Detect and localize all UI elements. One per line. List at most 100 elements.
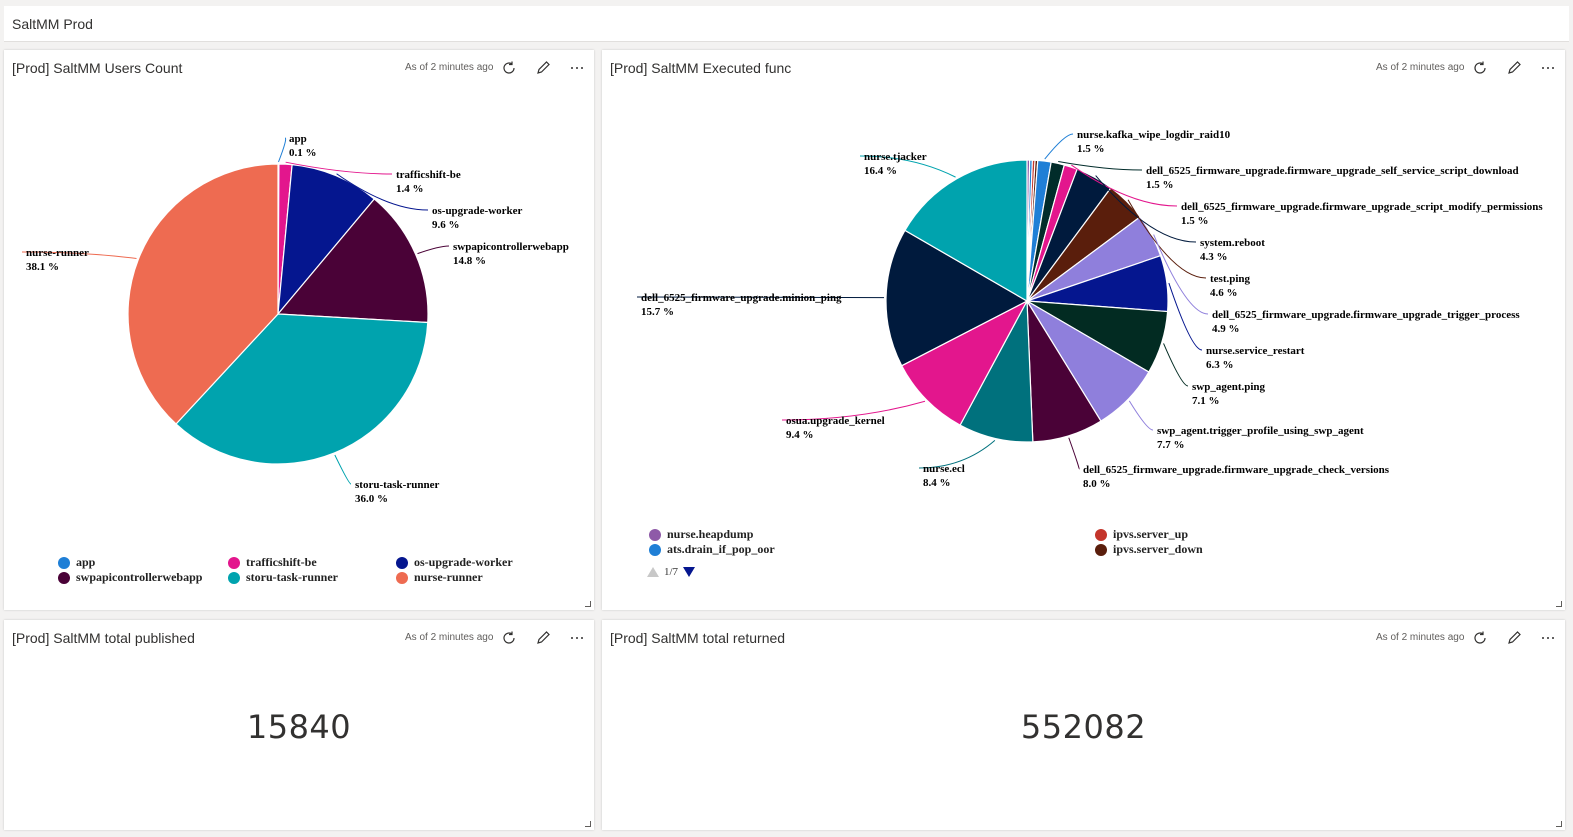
slice-percent-os-upgrade-worker: 9.6 % — [432, 219, 460, 231]
tile-users-count: [Prod] SaltMM Users Count As of 2 minute… — [4, 50, 594, 610]
pie-slice-os-upgrade-worker[interactable] — [277, 164, 376, 316]
slice-percent-app: 0.1 % — [289, 147, 317, 159]
leader-line-osua-upgrade-kernel — [781, 400, 926, 421]
tile-timestamp: As of 2 minutes ago — [405, 632, 494, 643]
slice-label-nurse-ecl: nurse.ecl — [923, 463, 965, 475]
legend-item-trafficshift-be[interactable]: trafficshift-be — [228, 555, 317, 570]
legend-swatch — [1095, 528, 1107, 541]
slice-percent-nurse-runner: 38.1 % — [26, 261, 59, 273]
slice-percent-storu-task-runner: 36.0 % — [355, 493, 388, 505]
leader-line-nurse-tjacker — [859, 155, 956, 178]
leader-line-dell-6525-firmware-upgrade-firmware-upgrade-trigger-process — [1153, 234, 1209, 315]
slice-percent-dell-6525-firmware-upgrade-firmware-upgrade-self-service-script-download: 1.5 % — [1146, 179, 1174, 191]
slice-percent-swp-agent-ping: 7.1 % — [1192, 395, 1220, 407]
more-icon[interactable] — [568, 629, 586, 647]
legend-item-nurse-heapdump[interactable]: nurse.heapdump — [649, 527, 753, 542]
leader-line-os-upgrade-worker — [336, 173, 429, 211]
legend-swatch — [649, 528, 661, 541]
leader-line-swpapicontrollerwebapp — [417, 245, 450, 255]
slice-label-trafficshift-be: trafficshift-be — [396, 169, 461, 181]
legend-label: trafficshift-be — [246, 555, 317, 569]
legend-item-swpapicontrollerwebapp[interactable]: swpapicontrollerwebapp — [58, 570, 202, 585]
edit-icon[interactable] — [534, 629, 552, 647]
slice-percent-swp-agent-trigger-profile-using-swp-agent: 7.7 % — [1157, 439, 1185, 451]
leader-line-swp-agent-ping — [1163, 343, 1189, 387]
edit-icon[interactable] — [1505, 59, 1523, 77]
legend-item-ats-drain-if-pop-oor[interactable]: ats.drain_if_pop_oor — [649, 542, 775, 557]
legend-label: ats.drain_if_pop_oor — [667, 542, 775, 556]
more-icon[interactable] — [568, 59, 586, 77]
slice-label-nurse-runner: nurse-runner — [26, 247, 89, 259]
leader-line-storu-task-runner — [334, 454, 352, 485]
resize-handle[interactable] — [585, 821, 591, 827]
leader-line-swp-agent-trigger-profile-using-swp-agent — [1128, 400, 1154, 431]
legend-item-ipvs-server-down[interactable]: ipvs.server_down — [1095, 542, 1203, 557]
legend-item-app[interactable]: app — [58, 555, 95, 570]
leader-line-nurse-service-restart — [1168, 282, 1203, 351]
slice-label-swpapicontrollerwebapp: swpapicontrollerwebapp — [453, 241, 569, 253]
tile-title: [Prod] SaltMM total published — [12, 630, 195, 646]
resize-handle[interactable] — [1556, 821, 1562, 827]
leader-line-test-ping — [1127, 199, 1207, 279]
pie-slice-nurse-runner[interactable] — [127, 163, 279, 425]
slice-percent-dell-6525-firmware-upgrade-firmware-upgrade-trigger-process: 4.9 % — [1212, 323, 1240, 335]
metric-value: 552082 — [1020, 708, 1147, 746]
tile-timestamp: As of 2 minutes ago — [1376, 62, 1465, 73]
pie-slice-osua-upgrade-kernel[interactable] — [900, 299, 1029, 426]
legend-label: nurse.heapdump — [667, 527, 754, 541]
slice-percent-nurse-tjacker: 16.4 % — [864, 165, 897, 177]
slice-label-system-reboot: system.reboot — [1200, 237, 1265, 249]
refresh-icon[interactable] — [500, 629, 518, 647]
leader-line-app — [278, 137, 287, 163]
legend-swatch — [1095, 543, 1107, 556]
slice-label-dell-6525-firmware-upgrade-firmware-upgrade-trigger-process: dell_6525_firmware_upgrade.firmware_upgr… — [1212, 309, 1520, 321]
tile-title: [Prod] SaltMM Executed func — [610, 60, 792, 76]
edit-icon[interactable] — [1505, 629, 1523, 647]
page-up-icon[interactable] — [646, 566, 660, 578]
tile-title: [Prod] SaltMM total returned — [610, 630, 786, 646]
slice-percent-nurse-service-restart: 6.3 % — [1206, 359, 1234, 371]
page-down-icon[interactable] — [682, 566, 696, 578]
slice-label-os-upgrade-worker: os-upgrade-worker — [432, 205, 523, 217]
slice-percent-nurse-ecl: 8.4 % — [923, 477, 951, 489]
legend-item-os-upgrade-worker[interactable]: os-upgrade-worker — [396, 555, 513, 570]
legend-swatch — [396, 556, 408, 569]
resize-handle[interactable] — [585, 601, 591, 607]
slice-percent-test-ping: 4.6 % — [1210, 287, 1238, 299]
slice-percent-trafficshift-be: 1.4 % — [396, 183, 424, 195]
pie-slice-storu-task-runner[interactable] — [175, 313, 429, 465]
legend-swatch — [228, 556, 240, 569]
slice-label-storu-task-runner: storu-task-runner — [355, 479, 439, 491]
pie-slice-swpapicontrollerwebapp[interactable] — [276, 198, 429, 324]
resize-handle[interactable] — [1556, 601, 1562, 607]
slice-label-swp-agent-ping: swp_agent.ping — [1192, 381, 1266, 393]
more-icon[interactable] — [1539, 59, 1557, 77]
edit-icon[interactable] — [534, 59, 552, 77]
pie-slice-nurse-tjacker[interactable] — [904, 159, 1028, 303]
legend-label: ipvs.server_down — [1113, 542, 1203, 556]
slice-label-dell-6525-firmware-upgrade-minion-ping: dell_6525_firmware_upgrade.minion_ping — [641, 292, 842, 304]
leader-line-nurse-kafka-wipe-logdir-raid10 — [1044, 133, 1074, 160]
pager-label: 1/7 — [664, 566, 679, 578]
legend-item-nurse-runner[interactable]: nurse-runner — [396, 570, 483, 585]
refresh-icon[interactable] — [1471, 59, 1489, 77]
leader-line-system-reboot — [1095, 175, 1197, 243]
refresh-icon[interactable] — [500, 59, 518, 77]
slice-percent-system-reboot: 4.3 % — [1200, 251, 1228, 263]
slice-percent-dell-6525-firmware-upgrade-minion-ping: 15.7 % — [641, 306, 674, 318]
slice-label-test-ping: test.ping — [1210, 273, 1251, 285]
slice-percent-osua-upgrade-kernel: 9.4 % — [786, 429, 814, 441]
tile-total-returned: [Prod] SaltMM total returned As of 2 min… — [602, 620, 1565, 830]
legend-label: app — [76, 555, 96, 569]
legend-item-storu-task-runner[interactable]: storu-task-runner — [228, 570, 338, 585]
pie-slice-dell-6525-firmware-upgrade-minion-ping[interactable] — [885, 229, 1029, 367]
slice-label-nurse-tjacker: nurse.tjacker — [864, 151, 927, 163]
refresh-icon[interactable] — [1471, 629, 1489, 647]
slice-percent-dell-6525-firmware-upgrade-firmware-upgrade-script-modify-permissions: 1.5 % — [1181, 215, 1209, 227]
more-icon[interactable] — [1539, 629, 1557, 647]
slice-percent-dell-6525-firmware-upgrade-firmware-upgrade-check-versions: 8.0 % — [1083, 478, 1111, 490]
leader-line-trafficshift-be — [285, 161, 393, 175]
legend-label: nurse-runner — [414, 570, 483, 584]
legend-item-ipvs-server-up[interactable]: ipvs.server_up — [1095, 527, 1188, 542]
leader-line-dell-6525-firmware-upgrade-minion-ping — [636, 296, 885, 299]
